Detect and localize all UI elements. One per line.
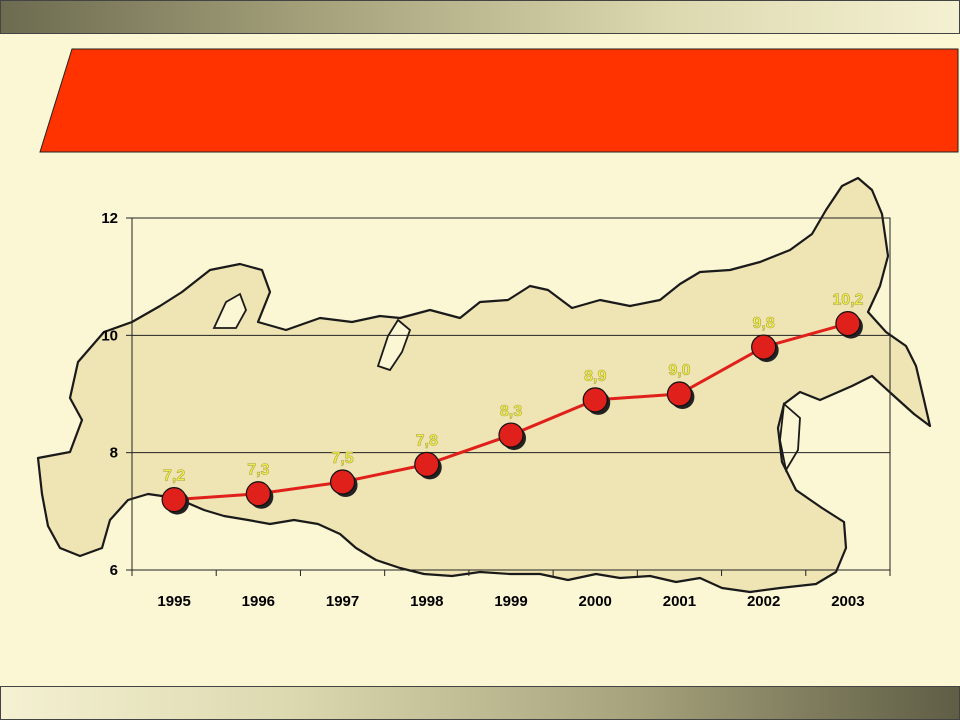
x-tick-label-1997: 1997 bbox=[326, 593, 359, 610]
data-point-2002 bbox=[751, 334, 777, 360]
x-tick-label-1999: 1999 bbox=[494, 593, 527, 610]
series-markers bbox=[161, 311, 863, 515]
x-tick-label-2000: 2000 bbox=[579, 593, 612, 610]
y-tick-label-12: 12 bbox=[101, 210, 118, 227]
data-labels: 7,2 7,3 7,5 7,8 8,3 8,9 9,0 9,8 10,2 bbox=[163, 291, 864, 485]
data-label-2000: 8,9 bbox=[584, 368, 606, 385]
data-point-1996 bbox=[245, 481, 271, 507]
x-tick-label-1995: 1995 bbox=[157, 593, 190, 610]
x-tick-label-1998: 1998 bbox=[410, 593, 443, 610]
x-tick-label-1996: 1996 bbox=[242, 593, 275, 610]
data-label-1999: 8,3 bbox=[500, 403, 522, 420]
data-label-1995: 7,2 bbox=[163, 468, 185, 485]
russia-map-background bbox=[36, 176, 932, 594]
y-tick-label-10: 10 bbox=[101, 327, 118, 344]
y-tick-label-6: 6 bbox=[110, 562, 118, 579]
x-tick-label-2001: 2001 bbox=[663, 593, 696, 610]
x-tick-label-2003: 2003 bbox=[831, 593, 864, 610]
data-point-1998 bbox=[414, 451, 440, 477]
data-point-2003 bbox=[835, 311, 861, 337]
data-label-2002: 9,8 bbox=[753, 315, 775, 332]
top-decorative-band bbox=[0, 0, 960, 34]
data-label-1996: 7,3 bbox=[247, 462, 269, 479]
bottom-decorative-band bbox=[0, 686, 960, 720]
x-axis-tick-labels: 1995 1996 1997 1998 1999 2000 2001 2002 2003 bbox=[157, 593, 864, 610]
chart-axes bbox=[126, 217, 891, 576]
data-point-2000 bbox=[582, 387, 608, 413]
data-point-1995 bbox=[161, 487, 187, 513]
data-label-2001: 9,0 bbox=[668, 362, 690, 379]
data-label-1998: 7,8 bbox=[416, 432, 438, 449]
data-label-1997: 7,5 bbox=[331, 450, 353, 467]
data-point-1997 bbox=[329, 469, 356, 495]
x-tick-label-2002: 2002 bbox=[747, 593, 780, 610]
data-point-1999 bbox=[498, 422, 524, 448]
plot-area-frame bbox=[131, 217, 891, 571]
data-point-2001 bbox=[666, 381, 693, 407]
data-label-2003: 10,2 bbox=[832, 292, 863, 309]
y-tick-label-8: 8 bbox=[110, 445, 118, 462]
y-axis-tick-labels: 6 8 10 12 bbox=[101, 210, 118, 579]
